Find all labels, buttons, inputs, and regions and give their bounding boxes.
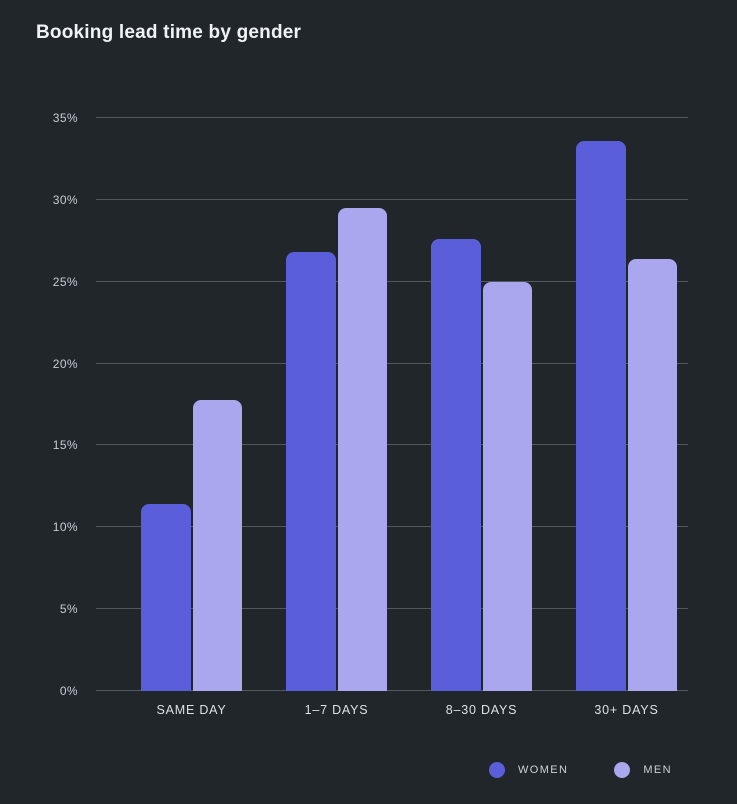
gridline-20: 20% <box>53 357 688 371</box>
bar-men-1 <box>337 208 387 691</box>
gridline-0: 0% <box>60 684 688 698</box>
legend-dot-men <box>614 762 631 778</box>
x-axis-labels: SAME DAY 1–7 DAYS 8–30 DAYS 30+ DAYS <box>141 703 677 717</box>
y-tick-label-20: 20% <box>52 356 78 371</box>
x-tick-label-2: 8–30 DAYS <box>445 703 518 717</box>
legend-item-women[interactable]: WOMEN <box>488 762 569 778</box>
x-tick-label-1: 1–7 DAYS <box>304 703 369 717</box>
bar-group-2 <box>431 118 532 691</box>
legend-dot-women <box>488 762 505 778</box>
bar-men-2 <box>482 282 532 691</box>
plot-area: 0% 5% 10% 15% 20% 25% 30% 35% <box>53 111 688 698</box>
bar-women-2 <box>431 239 481 691</box>
gridline-5: 5% <box>60 602 688 616</box>
legend-item-men[interactable]: MEN <box>614 762 672 778</box>
chart-title: Booking lead time by gender <box>36 22 302 43</box>
x-tick-label-0: SAME DAY <box>156 703 227 717</box>
gridline-35: 35% <box>53 111 688 125</box>
bar-women-0 <box>141 504 191 691</box>
y-tick-label-35: 35% <box>52 110 78 125</box>
y-tick-label-5: 5% <box>59 601 78 616</box>
bar-group-1 <box>286 118 387 691</box>
y-tick-label-10: 10% <box>52 519 78 534</box>
gridline-10: 10% <box>53 520 688 534</box>
bar-group-3 <box>576 118 677 691</box>
bar-women-1 <box>286 252 336 691</box>
y-tick-label-0: 0% <box>59 683 78 698</box>
gridline-15: 15% <box>53 438 688 452</box>
legend-label-women: WOMEN <box>517 764 569 776</box>
y-tick-label-30: 30% <box>52 192 78 207</box>
x-tick-label-3: 30+ DAYS <box>594 703 659 717</box>
bar-men-3 <box>627 259 677 691</box>
legend-label-men: MEN <box>643 764 672 776</box>
bar-men-0 <box>192 400 242 691</box>
bar-group-0 <box>141 118 242 691</box>
y-tick-label-25: 25% <box>52 274 78 289</box>
legend: WOMEN MEN <box>488 757 672 783</box>
bars-row <box>141 118 677 691</box>
gridline-30: 30% <box>53 193 688 207</box>
bar-women-3 <box>576 141 626 691</box>
y-tick-label-15: 15% <box>52 437 78 452</box>
gridline-25: 25% <box>53 275 688 289</box>
